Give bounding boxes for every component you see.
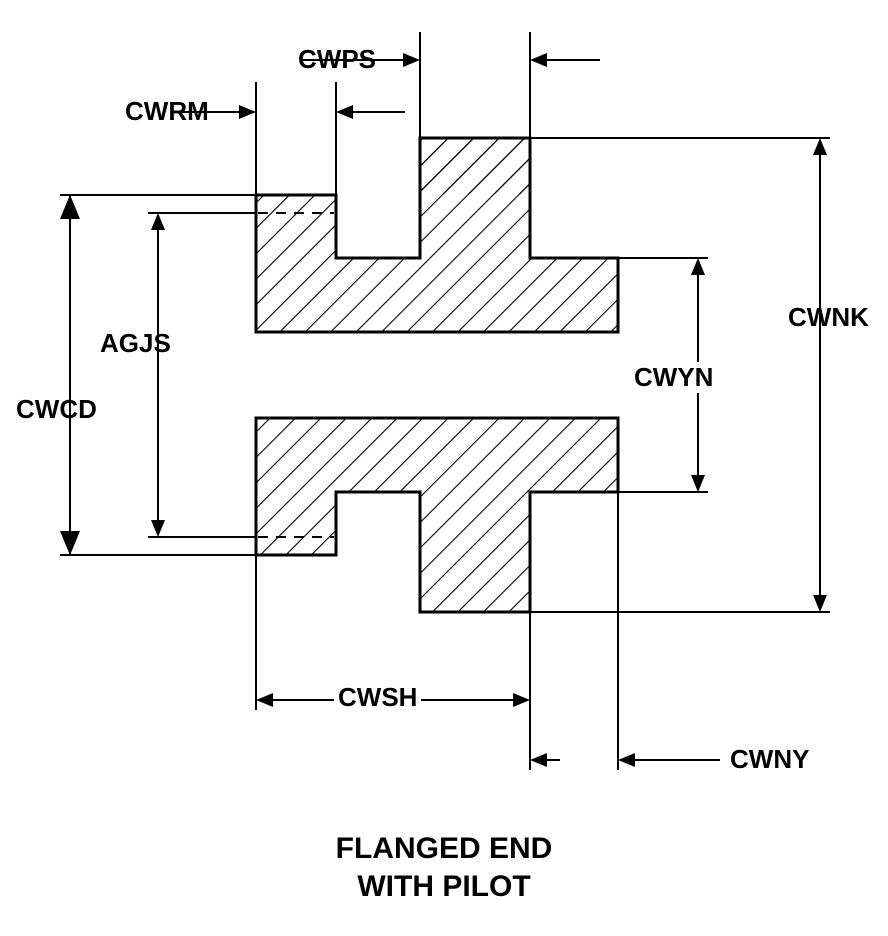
diagram-svg — [0, 0, 888, 936]
label-cwny: CWNY — [730, 744, 809, 775]
label-cwsh: CWSH — [334, 682, 421, 713]
label-agjs: AGJS — [100, 328, 171, 359]
label-cwyn: CWYN — [632, 362, 715, 393]
label-cwps: CWPS — [298, 44, 376, 75]
title-line1: FLANGED END — [0, 832, 888, 866]
engineering-diagram: CWPS CWRM AGJS CWCD CWYN CWNK CWSH CWNY … — [0, 0, 888, 936]
label-cwnk: CWNK — [788, 302, 869, 333]
label-cwrm: CWRM — [125, 96, 209, 127]
label-cwcd: CWCD — [16, 394, 97, 425]
title-line2: WITH PILOT — [0, 870, 888, 904]
